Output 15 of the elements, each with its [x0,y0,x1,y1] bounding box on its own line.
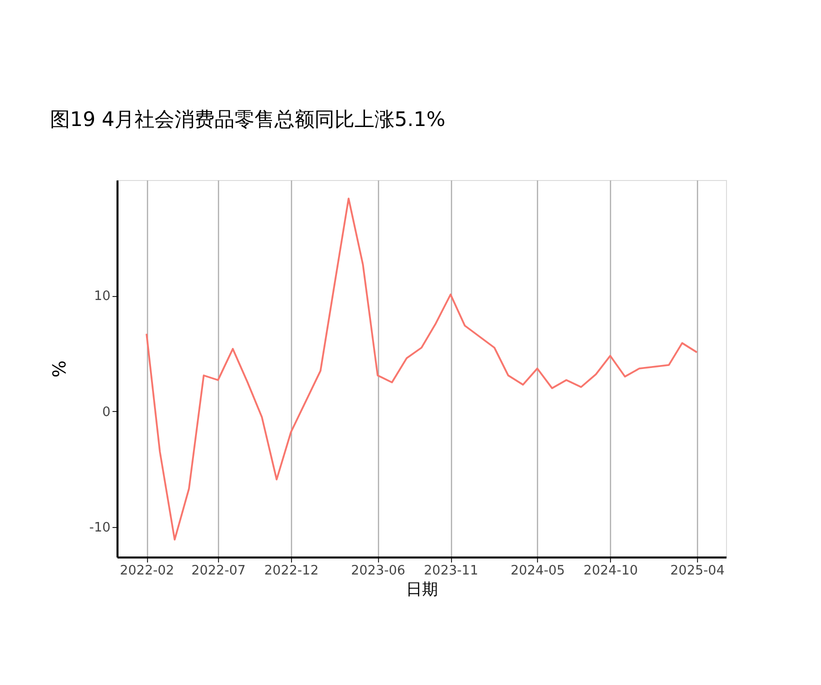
y-tick-label: 0 [102,404,110,420]
x-tick-label: 2023-06 [350,564,406,578]
chart-title: 图19 4月社会消费品零售总额同比上涨5.1% [50,107,446,131]
x-tick-label: 2025-04 [670,564,725,578]
x-tick-label: 2023-11 [424,564,478,578]
x-tick-label: 2024-10 [584,564,638,578]
y-tick-label: 10 [94,289,110,304]
x-axis-title: 日期 [406,580,438,598]
x-tick-label: 2024-05 [510,564,565,578]
y-axis-title: % [49,360,70,378]
x-tick-label: 2022-02 [120,564,174,578]
y-tick-label: -10 [89,520,110,536]
x-tick-label: 2022-12 [264,564,319,578]
x-tick-label: 2022-07 [191,564,246,578]
line-series [146,198,698,541]
